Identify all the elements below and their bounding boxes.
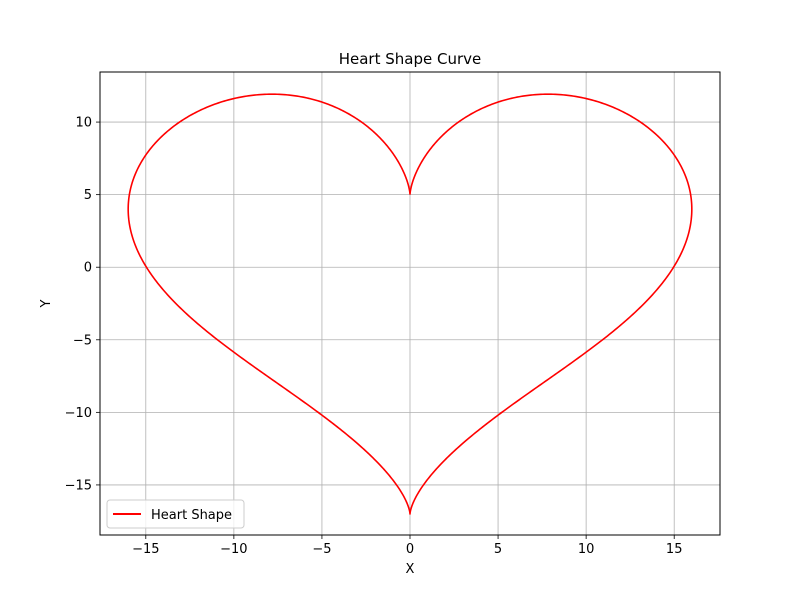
- y-tick-label: 5: [84, 188, 92, 203]
- y-tick-label: −15: [65, 478, 92, 493]
- y-tick-label: −5: [73, 333, 92, 348]
- x-tick-label: −10: [220, 542, 247, 557]
- x-tick-label: 10: [578, 542, 595, 557]
- y-tick-label: −10: [65, 406, 92, 421]
- x-tick-label: −5: [312, 542, 331, 557]
- series-line-heart-shape: [127, 93, 693, 515]
- x-tick-label: 15: [666, 542, 683, 557]
- x-axis-label: X: [406, 562, 415, 577]
- series-layer: [127, 93, 693, 515]
- x-tick-label: −15: [132, 542, 159, 557]
- chart-title: Heart Shape Curve: [339, 50, 482, 68]
- y-tick-label: 10: [75, 116, 92, 131]
- ticks: −15 −10 −5 0 5 10 15 −15 −10 −5 0 5 10: [65, 116, 683, 557]
- x-tick-label: 0: [406, 542, 414, 557]
- legend-box: [106, 499, 245, 529]
- y-tick-label: 0: [84, 261, 92, 276]
- x-tick-label: 5: [494, 542, 502, 557]
- legend: Heart Shape: [106, 499, 245, 529]
- legend-entry-heart-shape: Heart Shape: [151, 508, 232, 523]
- grid: [100, 72, 720, 535]
- y-axis-label: Y: [39, 299, 54, 308]
